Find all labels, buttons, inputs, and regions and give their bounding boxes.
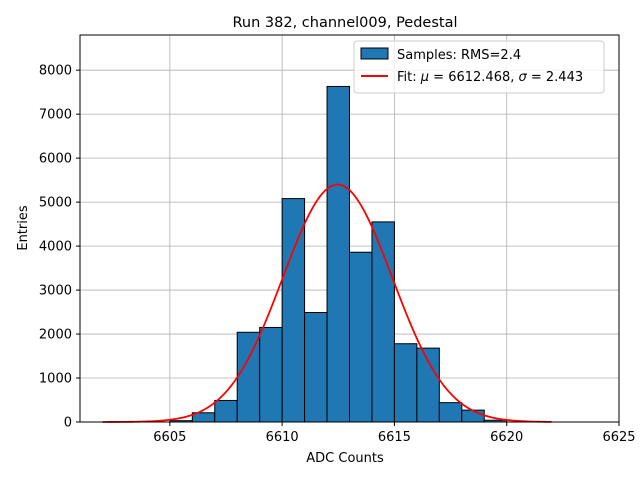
fit-curve — [102, 183, 552, 423]
y-axis: 0 1000 2000 3000 4000 5000 6000 7000 8000 — [39, 64, 80, 431]
x-tick-label: 6615 — [378, 430, 411, 445]
x-tick-label: 6610 — [266, 430, 299, 445]
chart-title: Run 382, channel009, Pedestal — [232, 15, 457, 31]
histogram-bar — [393, 343, 418, 423]
y-axis-label: Entries — [16, 205, 31, 251]
histogram-bar — [304, 311, 328, 423]
legend-fit-label: Fit: μ = 6612.468, σ = 2.443 — [397, 70, 583, 85]
y-tick-label: 6000 — [39, 152, 72, 167]
y-tick-label: 8000 — [39, 64, 72, 79]
legend-samples-label: Samples: RMS=2.4 — [397, 48, 521, 63]
histogram-bar — [326, 85, 350, 423]
histogram-bar — [214, 399, 238, 423]
y-tick-label: 0 — [64, 416, 72, 431]
x-axis-label: ADC Counts — [306, 451, 384, 466]
histogram-bar — [461, 409, 485, 423]
bars — [169, 85, 508, 423]
histogram-bar — [236, 331, 261, 423]
y-tick-label: 5000 — [39, 196, 72, 211]
y-tick-label: 7000 — [39, 108, 72, 123]
y-tick-label: 4000 — [39, 240, 72, 255]
legend-box — [353, 40, 605, 94]
legend-samples-swatch — [360, 47, 389, 60]
plot-frame — [79, 34, 620, 423]
histogram-bar — [259, 326, 283, 423]
x-tick-label: 6625 — [602, 430, 635, 445]
y-tick-label: 3000 — [39, 284, 72, 299]
y-tick-label: 1000 — [39, 372, 72, 387]
legend: Samples: RMS=2.4 Fit: μ = 6612.468, σ = … — [353, 40, 605, 94]
x-axis: 6605 6610 6615 6620 6625 — [153, 422, 636, 445]
histogram-bar — [416, 347, 440, 423]
x-tick-label: 6620 — [490, 430, 523, 445]
histogram-bar — [349, 251, 373, 423]
x-tick-label: 6605 — [153, 430, 186, 445]
y-tick-label: 2000 — [39, 328, 72, 343]
histogram-bar — [438, 402, 463, 423]
